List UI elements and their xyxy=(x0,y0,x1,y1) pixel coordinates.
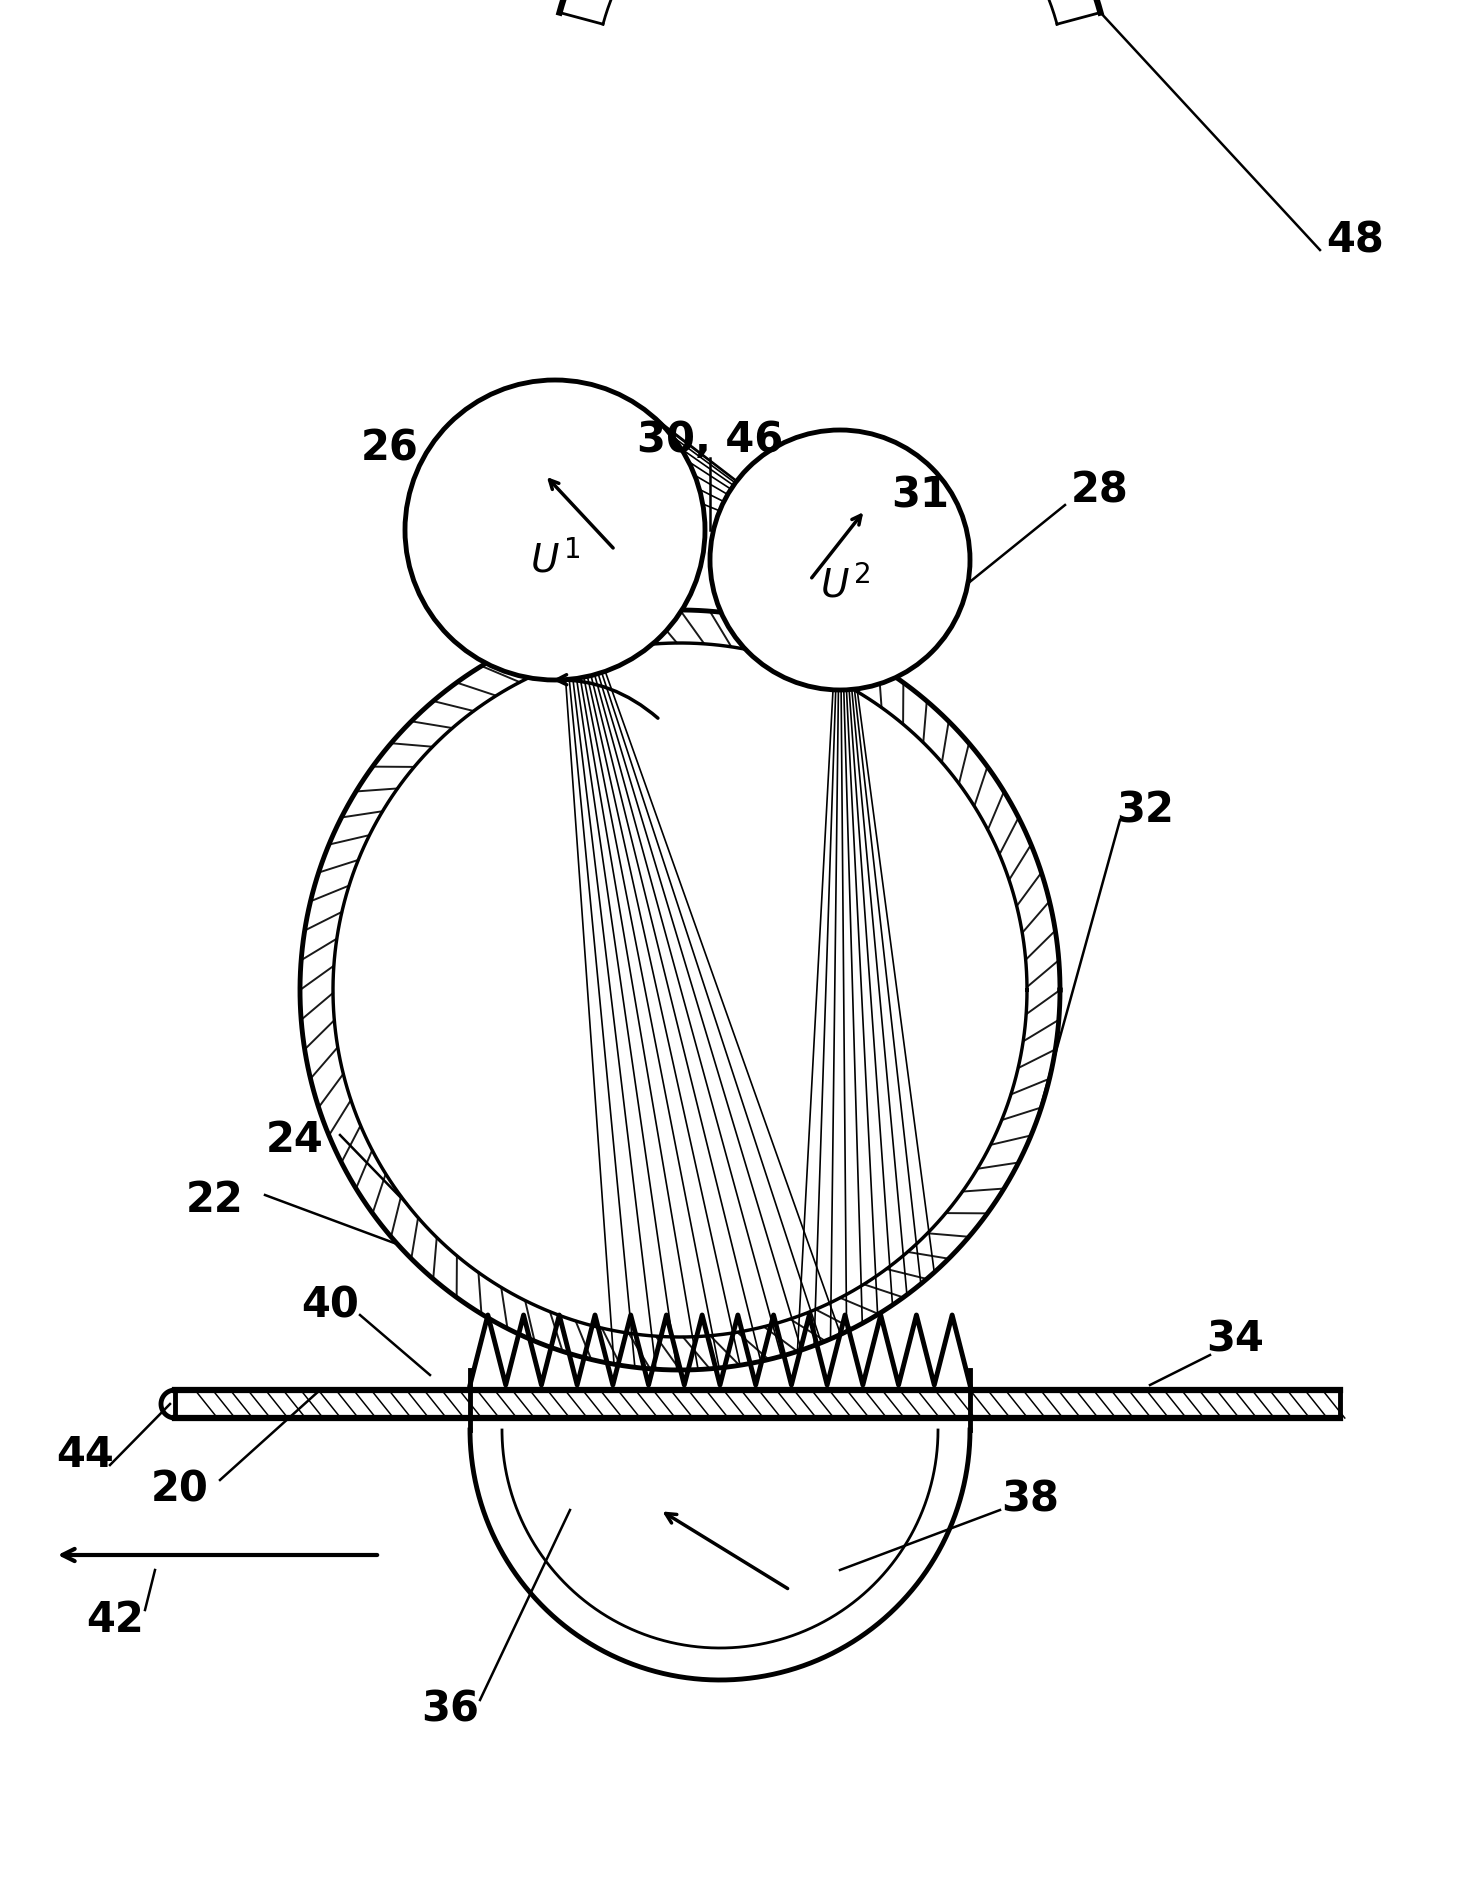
Text: 36: 36 xyxy=(421,1690,480,1731)
Text: 2: 2 xyxy=(854,562,871,588)
Text: 31: 31 xyxy=(890,475,949,517)
Text: 44: 44 xyxy=(56,1434,114,1476)
Text: 34: 34 xyxy=(1206,1319,1265,1360)
Text: 22: 22 xyxy=(186,1179,244,1220)
Text: 20: 20 xyxy=(151,1468,208,1512)
Text: 30, 46: 30, 46 xyxy=(637,418,783,462)
Text: U: U xyxy=(531,541,559,579)
Text: U: U xyxy=(820,566,849,604)
Text: 26: 26 xyxy=(361,428,420,469)
Text: 32: 32 xyxy=(1116,789,1174,831)
Text: 40: 40 xyxy=(301,1285,359,1326)
Text: 28: 28 xyxy=(1071,469,1130,511)
Text: 42: 42 xyxy=(87,1599,144,1640)
Text: 38: 38 xyxy=(1000,1480,1059,1521)
Text: 24: 24 xyxy=(266,1118,324,1162)
Text: 48: 48 xyxy=(1326,219,1383,261)
Circle shape xyxy=(710,429,970,691)
Text: 1: 1 xyxy=(565,535,582,564)
Circle shape xyxy=(405,380,706,679)
